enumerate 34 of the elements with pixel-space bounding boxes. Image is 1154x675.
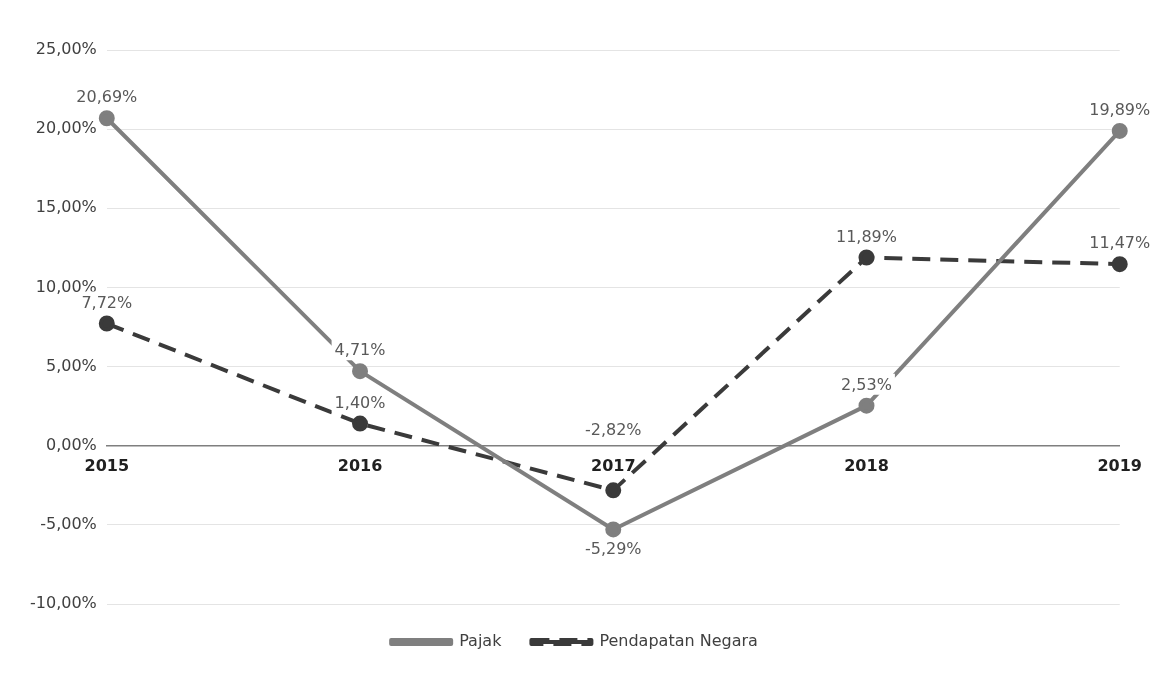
data-label: -5,29% bbox=[584, 538, 642, 558]
data-label: 2,53% bbox=[841, 374, 892, 394]
point bbox=[98, 315, 115, 332]
y-tick-label: 5,00% bbox=[45, 355, 97, 375]
data-label: 20,69% bbox=[76, 87, 138, 107]
y-tick-label: -10,00% bbox=[30, 593, 97, 613]
point bbox=[858, 249, 875, 266]
data-label: -2,82% bbox=[584, 419, 642, 439]
x-tick-label: 2016 bbox=[337, 456, 383, 476]
point bbox=[98, 110, 115, 127]
point bbox=[352, 415, 369, 432]
legend-label: Pendapatan Negara bbox=[599, 631, 758, 651]
y-tick-label: 0,00% bbox=[45, 434, 97, 454]
x-tick-label: 2019 bbox=[1097, 456, 1142, 476]
x-tick-label: 2015 bbox=[84, 456, 130, 476]
point bbox=[352, 363, 369, 380]
point bbox=[858, 397, 875, 414]
y-tick-label: -5,00% bbox=[40, 514, 97, 534]
y-tick-label: 20,00% bbox=[35, 118, 97, 138]
y-tick-label: 25,00% bbox=[35, 39, 97, 59]
data-label: 7,72% bbox=[81, 292, 133, 312]
x-tick-label: 2017 bbox=[590, 456, 636, 476]
point bbox=[1111, 122, 1128, 139]
data-label: 11,47% bbox=[1089, 233, 1151, 253]
point bbox=[605, 521, 622, 538]
x-tick-label: 2018 bbox=[844, 456, 889, 476]
y-tick-label: 15,00% bbox=[35, 197, 97, 217]
data-label: 1,40% bbox=[334, 392, 386, 412]
point bbox=[605, 482, 622, 499]
data-label: 4,71% bbox=[334, 340, 386, 360]
data-label: 11,89% bbox=[835, 226, 897, 246]
data-label: 19,89% bbox=[1089, 100, 1151, 120]
legend-label: Pajak bbox=[459, 631, 503, 651]
point bbox=[1111, 256, 1128, 273]
